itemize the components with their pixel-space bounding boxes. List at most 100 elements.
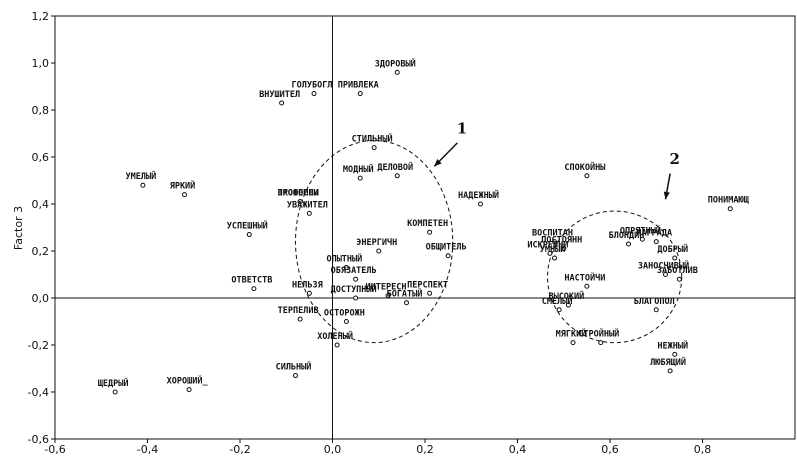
point-label: ДЕЛОВОЙ <box>377 161 413 173</box>
data-point <box>676 276 682 282</box>
data-point <box>672 351 678 357</box>
point-label: СМЕЛЫЙ <box>542 295 573 307</box>
point-label: ЗАБОТЛИВ <box>657 266 698 276</box>
data-point <box>427 229 433 235</box>
point-label: НАСТОЙЧИ <box>564 271 605 283</box>
data-point <box>140 182 146 188</box>
data-point <box>306 210 312 216</box>
arrow-head <box>663 191 670 200</box>
point-label: ПРОФЕССИ <box>278 189 319 199</box>
point-label: БОГАТЫЙ <box>387 288 423 300</box>
cluster-number: 2 <box>670 150 680 168</box>
data-point <box>186 387 192 393</box>
x-tick-label: 0,8 <box>694 443 712 456</box>
point-label: ХОРОШИЙ_ <box>167 375 209 387</box>
data-point <box>394 173 400 179</box>
data-point <box>556 307 562 313</box>
y-tick-label: -0,2 <box>28 339 49 352</box>
data-point <box>547 250 553 256</box>
arrow-head <box>434 158 442 167</box>
y-tick-label: 0,2 <box>32 245 50 258</box>
data-point <box>727 206 733 212</box>
data-point <box>672 255 678 261</box>
point-label: ИНТЕРЕСН <box>366 283 407 293</box>
cluster-ellipse <box>547 210 683 344</box>
data-point <box>570 340 576 346</box>
point-label: КОМПЕТЕН <box>407 219 448 229</box>
point-label: ОСТОРОЖН <box>324 309 365 319</box>
point-label: ХОЛЕНЫЙ <box>317 330 353 342</box>
x-tick-label: -0,6 <box>44 443 65 456</box>
point-label: ВЫСОКИЙ <box>548 290 584 302</box>
point-label: СТРОЙНЫЙ <box>578 328 619 340</box>
y-tick-label: 0,8 <box>32 104 50 117</box>
point-label: ОБЯЗАТЕЛЬ <box>331 266 377 276</box>
y-axis-title: Factor 3 <box>12 206 25 250</box>
point-label: ПРИВЛЕКА <box>338 81 379 91</box>
y-tick-label: 0,0 <box>32 292 50 305</box>
data-point <box>639 236 645 242</box>
point-label: ЩЕДРЫЙ <box>98 377 129 389</box>
x-tick-label: 0,6 <box>601 443 619 456</box>
point-label: СТИЛЬНЫЙ <box>352 133 393 145</box>
point-label: НЕЛЬЗЯ <box>292 280 323 290</box>
point-label: ЭКОНОМНЫ <box>278 189 319 199</box>
data-point <box>565 302 571 308</box>
point-label: ТЕРПЕЛИВ <box>278 306 319 316</box>
point-label: ИСКРЕННИ <box>527 240 568 250</box>
point-label: СИЛЬНЫЙ <box>276 361 312 373</box>
point-label: ОТВЕТСТВ <box>231 276 272 286</box>
data-point <box>343 264 349 270</box>
data-point <box>626 241 631 247</box>
data-point <box>653 307 659 313</box>
data-point <box>663 272 668 277</box>
x-tick-label: -0,2 <box>229 443 250 456</box>
data-point <box>334 342 340 348</box>
data-point <box>297 316 303 322</box>
data-point <box>667 368 673 374</box>
y-tick-label: 0,4 <box>32 198 50 211</box>
point-label: ПОСТОЯНН <box>541 236 582 246</box>
x-tick-label: -0,4 <box>137 443 158 456</box>
plot-frame <box>54 15 796 440</box>
clusters: 12 <box>295 120 683 344</box>
data-point <box>251 286 257 292</box>
data-point <box>306 290 312 296</box>
plot-area: 1,21,00,80,60,40,20,0-0,2-0,4-0,6 -0,6 -0… <box>28 10 796 456</box>
point-label: МЯГКИЙ <box>556 328 587 340</box>
data-point <box>394 69 400 75</box>
y-tick-label: 1,0 <box>32 57 50 70</box>
data-point <box>404 300 409 306</box>
data-point <box>561 246 567 252</box>
data-point <box>552 239 557 245</box>
cluster-number: 1 <box>457 120 467 138</box>
y-axis: 1,2 1,0 0,8 0,6 0,4 0,2 0,0 -0,2 -0,4 -0,6 <box>28 10 55 446</box>
point-label: УСПЕШНЫЙ <box>227 220 268 232</box>
point-label: СПОКОЙНЫ <box>564 161 605 173</box>
point-label: ВОСПИТАН <box>532 229 573 239</box>
data-point <box>371 145 377 151</box>
point-label: БЛАГОПОЛ <box>634 297 675 307</box>
x-tick-label: 0,2 <box>416 443 434 456</box>
point-label: ОБЩИТЕЛЬ <box>426 243 467 253</box>
data-point <box>584 173 590 179</box>
data-point <box>353 276 359 282</box>
data-points: ЗДОРОВЫЙ ГОЛУБОГЛ ПРИВЛЕКА ВНУШИТЕЛ СТИЛЬНЫЙ… <box>98 57 750 395</box>
data-point <box>279 100 285 106</box>
point-label: УМЕЛЫЙ <box>126 170 157 182</box>
y-tick-label: 0,6 <box>32 151 50 164</box>
x-axis: -0,6 -0,4 -0,2 0,0 0,2 0,4 0,6 0,8 <box>44 439 711 456</box>
point-label: МОДНЫЙ <box>343 163 374 175</box>
point-label: ВНУШИТЕЛ <box>259 90 300 100</box>
point-label: ДОБРЫЙ <box>657 243 688 255</box>
data-point <box>311 91 317 97</box>
data-point <box>297 199 303 205</box>
data-point <box>182 192 187 198</box>
data-point <box>598 340 604 346</box>
point-label: НАГРАДА <box>636 229 672 239</box>
cluster-ellipse <box>295 140 454 344</box>
point-label: ДОСТУПНЫЙ <box>331 283 377 295</box>
data-point <box>376 248 382 254</box>
point-label: УМНЫЙ <box>540 243 566 255</box>
